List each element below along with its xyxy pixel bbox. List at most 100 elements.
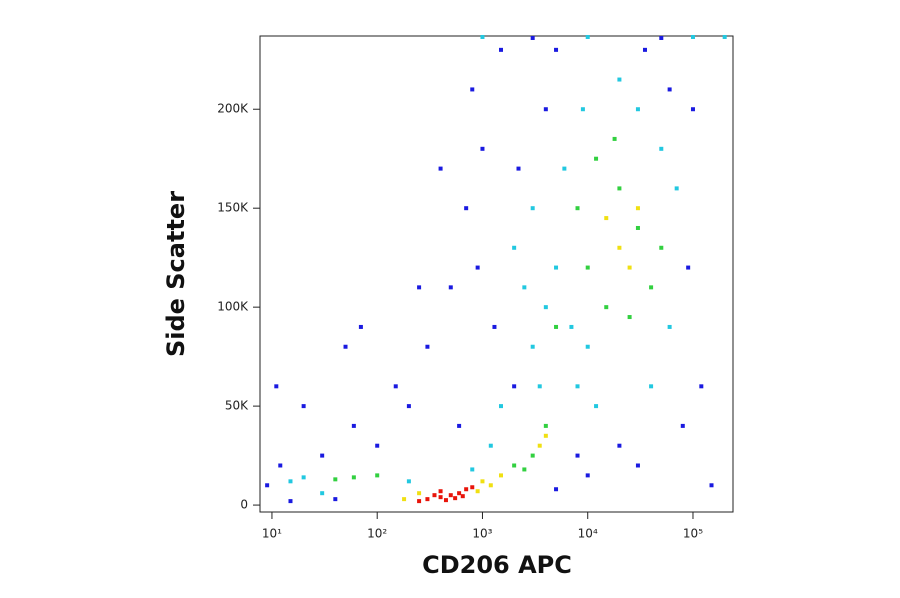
point bbox=[617, 186, 622, 191]
point bbox=[562, 166, 567, 171]
point bbox=[635, 463, 640, 468]
point bbox=[278, 463, 283, 468]
point bbox=[464, 487, 469, 492]
point bbox=[375, 443, 380, 448]
point bbox=[274, 384, 279, 389]
point bbox=[554, 487, 559, 492]
point bbox=[612, 136, 617, 141]
point bbox=[512, 245, 517, 250]
point bbox=[480, 146, 485, 151]
point bbox=[617, 443, 622, 448]
point bbox=[406, 479, 411, 484]
point bbox=[537, 443, 542, 448]
point bbox=[617, 77, 622, 82]
y-tick-label: 50K bbox=[225, 399, 249, 413]
point bbox=[686, 265, 691, 270]
point bbox=[351, 475, 356, 480]
point bbox=[448, 285, 453, 290]
point bbox=[649, 384, 654, 389]
point bbox=[417, 491, 422, 496]
point bbox=[475, 265, 480, 270]
point bbox=[432, 493, 437, 498]
point bbox=[635, 225, 640, 230]
point bbox=[265, 483, 270, 488]
point bbox=[569, 324, 574, 329]
point bbox=[320, 491, 325, 496]
point bbox=[438, 489, 443, 494]
x-tick-label: 10³ bbox=[472, 527, 492, 541]
point bbox=[659, 35, 664, 40]
point bbox=[470, 485, 475, 490]
point bbox=[543, 107, 548, 112]
point bbox=[554, 47, 559, 52]
point bbox=[674, 186, 679, 191]
point bbox=[575, 384, 580, 389]
point bbox=[498, 47, 503, 52]
point bbox=[627, 315, 632, 320]
point bbox=[375, 473, 380, 478]
point bbox=[480, 479, 485, 484]
point bbox=[516, 166, 521, 171]
point bbox=[635, 107, 640, 112]
point bbox=[617, 245, 622, 250]
point bbox=[301, 404, 306, 409]
point bbox=[512, 384, 517, 389]
point bbox=[475, 489, 480, 494]
point bbox=[554, 265, 559, 270]
point bbox=[722, 34, 727, 39]
point bbox=[585, 473, 590, 478]
plot-frame bbox=[259, 35, 734, 513]
point bbox=[443, 498, 448, 503]
point bbox=[402, 497, 407, 502]
point bbox=[320, 453, 325, 458]
point bbox=[333, 497, 338, 502]
point bbox=[627, 265, 632, 270]
point bbox=[604, 216, 609, 221]
point bbox=[457, 491, 462, 496]
y-tick-label: 200K bbox=[217, 102, 249, 116]
point bbox=[649, 285, 654, 290]
point bbox=[470, 87, 475, 92]
point bbox=[288, 499, 293, 504]
point bbox=[522, 467, 527, 472]
point bbox=[680, 423, 685, 428]
point bbox=[585, 344, 590, 349]
point bbox=[594, 156, 599, 161]
point bbox=[530, 344, 535, 349]
point bbox=[333, 477, 338, 482]
point bbox=[417, 285, 422, 290]
point bbox=[438, 166, 443, 171]
y-tick-label: 100K bbox=[217, 300, 249, 314]
point bbox=[460, 494, 465, 499]
point bbox=[642, 47, 647, 52]
point bbox=[358, 324, 363, 329]
point bbox=[425, 497, 430, 502]
point bbox=[659, 146, 664, 151]
point bbox=[604, 305, 609, 310]
point bbox=[585, 265, 590, 270]
point bbox=[667, 87, 672, 92]
point bbox=[393, 384, 398, 389]
point bbox=[470, 467, 475, 472]
point bbox=[580, 107, 585, 112]
point bbox=[699, 384, 704, 389]
point bbox=[457, 423, 462, 428]
point bbox=[453, 496, 458, 501]
point bbox=[488, 443, 493, 448]
point bbox=[498, 473, 503, 478]
x-tick-label: 10¹ bbox=[262, 527, 282, 541]
point bbox=[480, 34, 485, 39]
point bbox=[425, 344, 430, 349]
point bbox=[417, 499, 422, 504]
point bbox=[667, 324, 672, 329]
point bbox=[575, 206, 580, 211]
point bbox=[690, 107, 695, 112]
point bbox=[690, 34, 695, 39]
point bbox=[522, 285, 527, 290]
point bbox=[635, 206, 640, 211]
point bbox=[585, 34, 590, 39]
point bbox=[464, 206, 469, 211]
point bbox=[659, 245, 664, 250]
point bbox=[530, 35, 535, 40]
